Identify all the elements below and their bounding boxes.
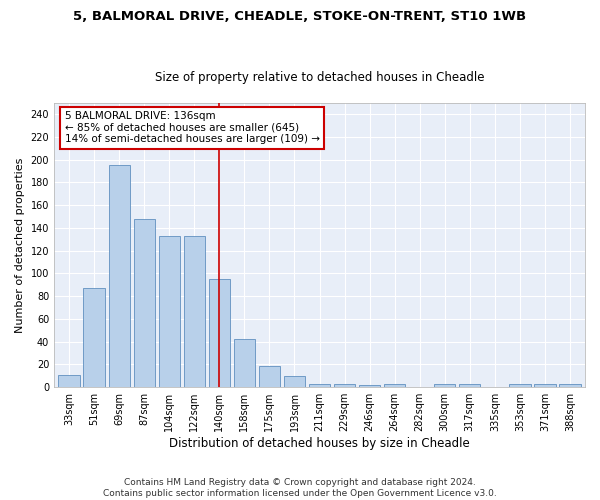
Y-axis label: Number of detached properties: Number of detached properties xyxy=(15,158,25,332)
Bar xyxy=(134,219,155,387)
Bar xyxy=(284,376,305,387)
Bar xyxy=(184,236,205,387)
Text: Contains HM Land Registry data © Crown copyright and database right 2024.
Contai: Contains HM Land Registry data © Crown c… xyxy=(103,478,497,498)
Bar xyxy=(83,288,105,387)
Text: 5 BALMORAL DRIVE: 136sqm
← 85% of detached houses are smaller (645)
14% of semi-: 5 BALMORAL DRIVE: 136sqm ← 85% of detach… xyxy=(65,112,320,144)
Bar xyxy=(209,279,230,387)
Bar xyxy=(58,374,80,387)
Bar xyxy=(384,384,406,387)
Bar xyxy=(259,366,280,387)
Bar xyxy=(234,340,255,387)
Bar xyxy=(534,384,556,387)
Bar xyxy=(434,384,455,387)
Bar xyxy=(309,384,330,387)
Bar xyxy=(559,384,581,387)
Bar xyxy=(509,384,530,387)
Bar xyxy=(359,385,380,387)
Bar xyxy=(158,236,180,387)
Bar xyxy=(334,384,355,387)
Title: Size of property relative to detached houses in Cheadle: Size of property relative to detached ho… xyxy=(155,70,484,84)
Bar xyxy=(459,384,481,387)
Text: 5, BALMORAL DRIVE, CHEADLE, STOKE-ON-TRENT, ST10 1WB: 5, BALMORAL DRIVE, CHEADLE, STOKE-ON-TRE… xyxy=(73,10,527,23)
X-axis label: Distribution of detached houses by size in Cheadle: Distribution of detached houses by size … xyxy=(169,437,470,450)
Bar xyxy=(109,166,130,387)
